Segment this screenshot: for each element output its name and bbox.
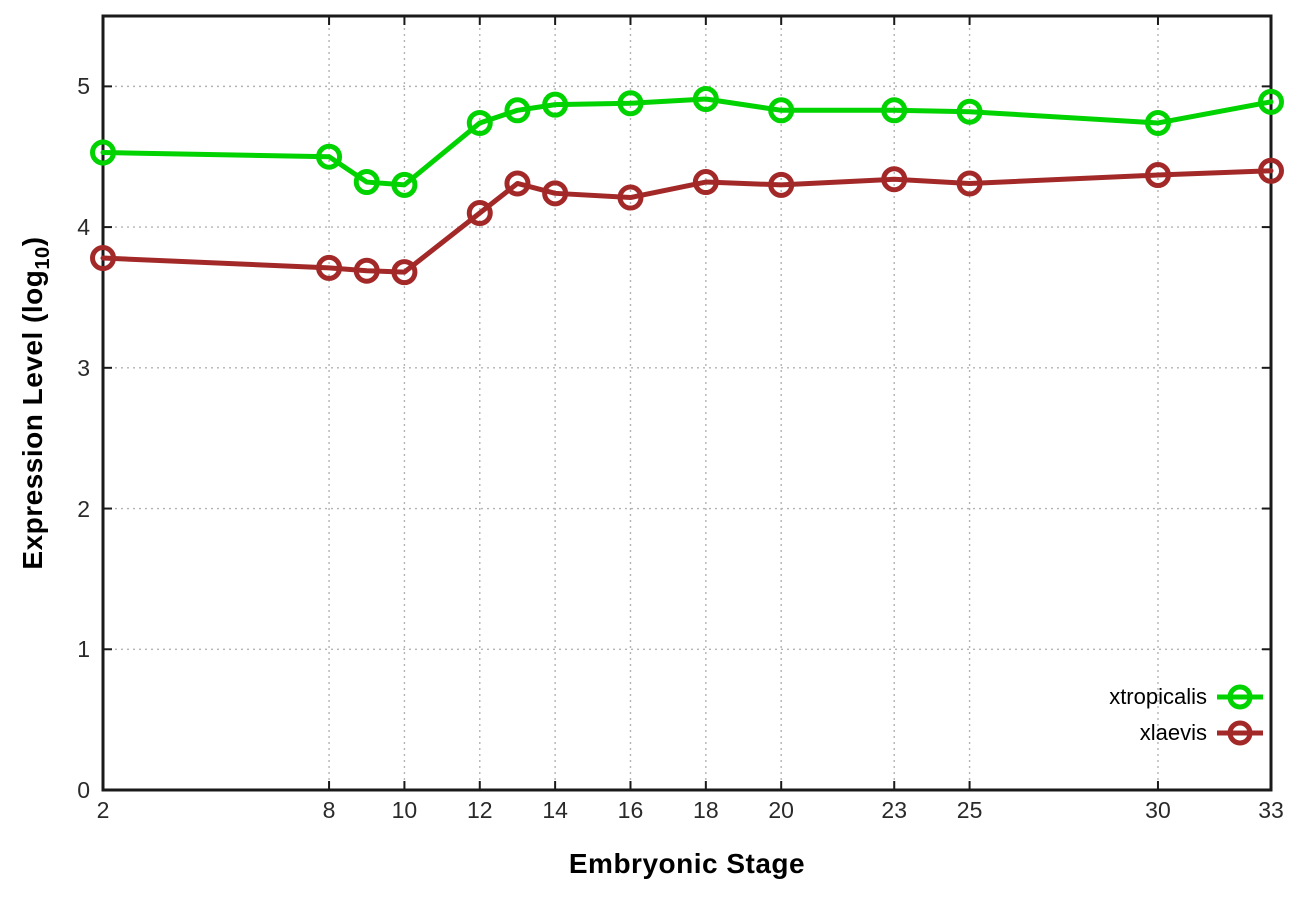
data-point-xlaevis-2: [90, 245, 116, 272]
y-tick-label-1: 1: [77, 636, 90, 663]
plot-border: [101, 14, 1273, 792]
y-axis-title-text: Expression Level (log: [17, 269, 49, 570]
data-point-xlaevis-10: [391, 259, 418, 286]
series-line-xtropicalis: [100, 96, 1274, 188]
x-tick-label-30: 30: [1145, 797, 1171, 823]
x-tick-label-2: 2: [96, 797, 110, 823]
data-point-xtropicalis-10: [391, 171, 418, 198]
x-tick-label-8: 8: [322, 797, 336, 823]
data-point-xlaevis-13: [504, 170, 531, 197]
data-point-xlaevis-8: [316, 254, 343, 281]
x-tick-label-12: 12: [466, 797, 493, 823]
data-point-xtropicalis-33: [1258, 88, 1284, 115]
y-tick-label-4: 4: [77, 214, 90, 241]
x-tick-label-16: 16: [617, 797, 644, 823]
y-tick-label-2: 2: [77, 495, 90, 522]
data-point-xtropicalis-2: [90, 139, 116, 166]
data-point-xtropicalis-12: [466, 109, 493, 136]
legend-item-xtropicalis: xtropicalis: [1109, 681, 1263, 713]
series-line-xlaevis: [100, 168, 1274, 275]
x-tick-label-14: 14: [542, 797, 568, 823]
data-point-xtropicalis-23: [881, 97, 908, 124]
y-axis-title: Expression Level (log10): [17, 236, 55, 569]
legend-marker-xlaevis: [1217, 720, 1263, 746]
legend-item-xlaevis: xlaevis: [1140, 717, 1263, 749]
data-point-xtropicalis-14: [542, 91, 569, 118]
data-point-xtropicalis-13: [504, 97, 531, 124]
legend: xtropicalis xlaevis: [1109, 681, 1263, 749]
x-tick-label-23: 23: [881, 797, 908, 823]
x-axis-title: Embryonic Stage: [568, 848, 806, 879]
data-point-xlaevis-14: [542, 180, 569, 207]
legend-label-xlaevis: xlaevis: [1139, 720, 1207, 745]
x-tick-label-33: 33: [1258, 797, 1284, 823]
y-tick-label-3: 3: [77, 354, 90, 381]
data-point-xtropicalis-18: [692, 86, 719, 113]
data-point-xlaevis-20: [768, 171, 795, 198]
data-point-xtropicalis-20: [768, 97, 795, 124]
data-point-xlaevis-30: [1144, 162, 1171, 189]
legend-marker-xtropicalis: [1217, 684, 1263, 710]
y-tick-label-5: 5: [77, 73, 90, 100]
legend-label-xtropicalis: xtropicalis: [1109, 684, 1207, 709]
data-point-xtropicalis-9: [353, 169, 380, 196]
y-axis-title-close: ): [17, 236, 49, 247]
data-point-xtropicalis-8: [316, 143, 343, 170]
plot-area: [90, 14, 1284, 792]
y-axis-title-subscript: 10: [31, 246, 54, 270]
data-point-xlaevis-16: [617, 184, 644, 211]
x-tick-label-20: 20: [768, 797, 794, 823]
data-point-xlaevis-33: [1258, 157, 1284, 184]
x-tick-label-18: 18: [693, 797, 719, 823]
data-point-xlaevis-12: [466, 200, 493, 227]
data-point-xlaevis-18: [692, 169, 719, 196]
y-tick-label-0: 0: [77, 777, 90, 803]
data-point-xtropicalis-30: [1144, 109, 1171, 136]
data-point-xlaevis-23: [881, 166, 908, 193]
x-tick-label-25: 25: [956, 797, 983, 823]
data-point-xlaevis-25: [956, 170, 983, 197]
data-point-xlaevis-9: [353, 257, 380, 284]
x-tick-label-10: 10: [391, 797, 418, 823]
data-point-xtropicalis-25: [956, 98, 983, 125]
data-point-xtropicalis-16: [617, 90, 644, 117]
